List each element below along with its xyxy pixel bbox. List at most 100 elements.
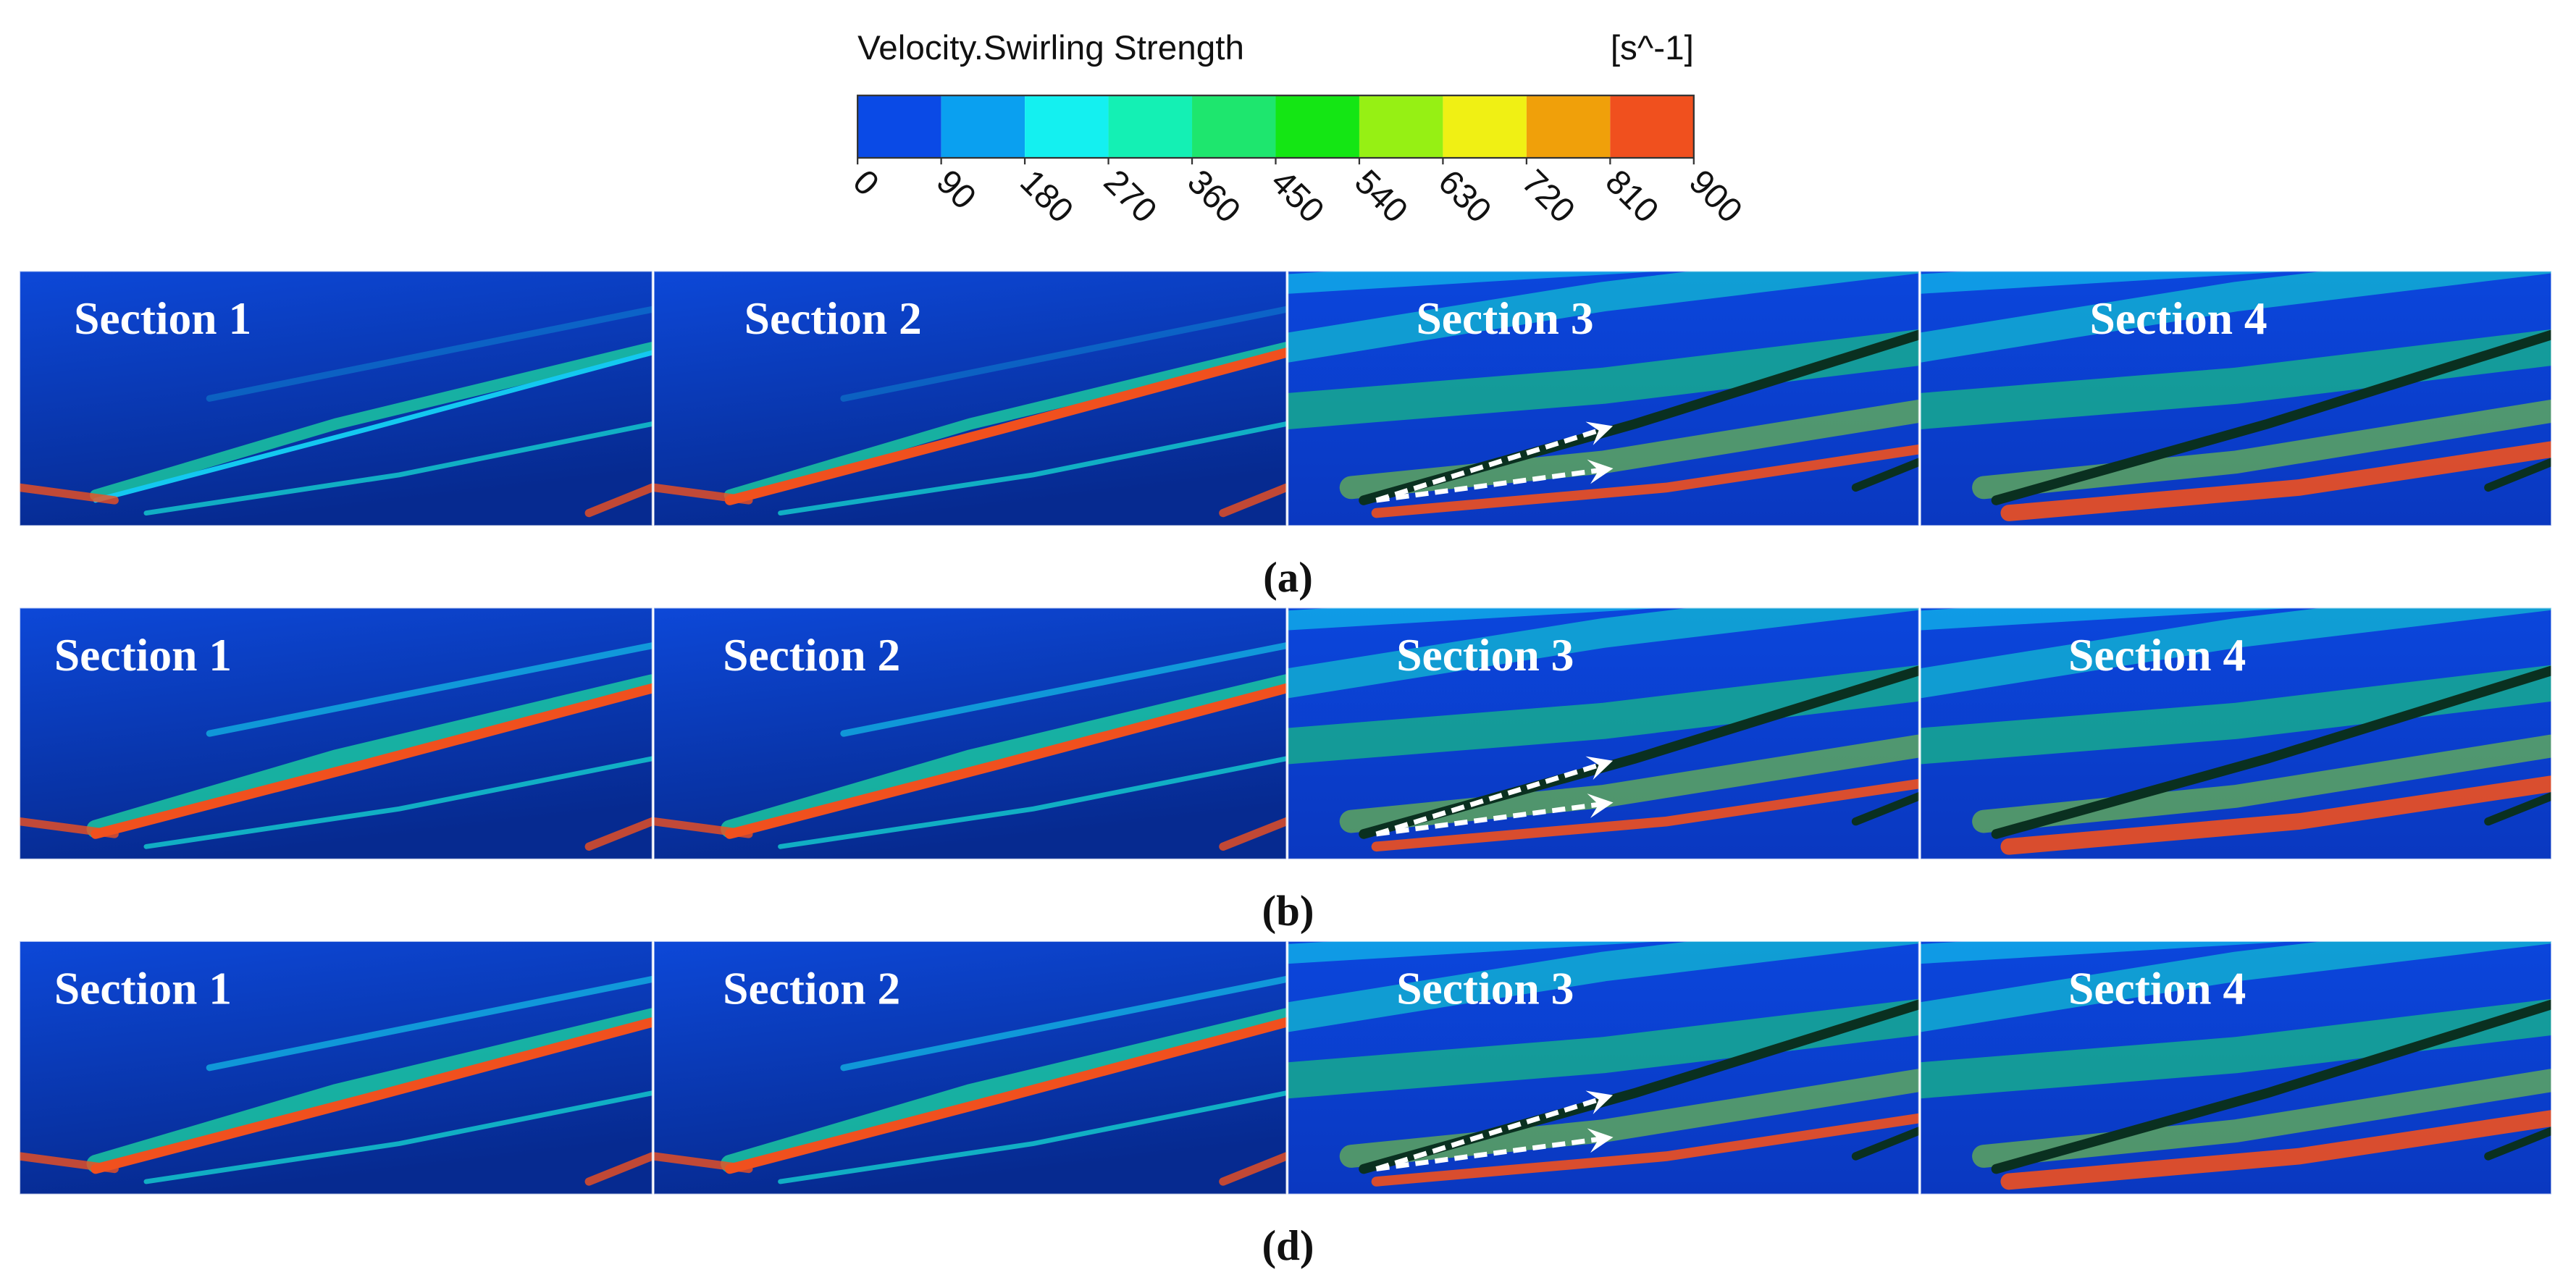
section-label: Section 1 [74, 292, 251, 344]
swirl-streak [723, 342, 1287, 501]
section-label: Section 1 [54, 962, 232, 1014]
contour-panel [1288, 941, 1919, 1195]
colorbar-tick-label: 90 [929, 163, 983, 217]
swirl-streak [584, 1152, 653, 1186]
contour-panel [1920, 271, 2551, 526]
swirl-streak [721, 1008, 1287, 1174]
colorbar-segment [1192, 95, 1276, 159]
swirl-streak [20, 1152, 119, 1174]
swirl-streak [2484, 458, 2551, 492]
colorbar-segment [1025, 95, 1109, 159]
colorbar-tick-label: 900 [1682, 163, 1750, 231]
swirl-streak [1371, 444, 1919, 518]
colorbar-segment [1610, 95, 1694, 159]
contour-panel [653, 271, 1287, 526]
swirl-streak [724, 683, 1287, 839]
swirl-streak [840, 642, 1287, 737]
swirl-streak [143, 421, 653, 515]
swirl-streak [1288, 665, 1919, 765]
swirl-streak [1219, 1152, 1287, 1186]
contour-panel [20, 607, 653, 859]
swirl-streak [1920, 665, 2551, 765]
dashed-arrow [1375, 756, 1614, 837]
colorbar-tick-label: 180 [1012, 163, 1081, 231]
contour-panel [653, 941, 1287, 1195]
swirl-streak [778, 421, 1287, 515]
section-label: Section 4 [2068, 962, 2246, 1014]
swirl-streak [1219, 483, 1287, 518]
swirl-streak [1288, 607, 1664, 631]
swirl-streak [721, 674, 1287, 838]
swirl-streak [20, 483, 119, 505]
swirl-streak [2484, 792, 2551, 826]
colorbar-segment [1275, 95, 1359, 159]
colorbar-tick-label: 450 [1264, 163, 1332, 231]
swirl-streak [1991, 999, 2551, 1174]
colorbar-tick-label: 270 [1096, 163, 1165, 231]
section-label: Section 2 [723, 962, 900, 1014]
swirl-streak [2000, 441, 2551, 521]
swirl-streak [2000, 775, 2551, 855]
section-label: Section 2 [744, 292, 922, 344]
panels: Section 1 Section 2 Section 3 Section 4 (a) S… [20, 271, 2551, 1269]
swirl-streak [1851, 458, 1919, 492]
swirl-streak [206, 975, 653, 1072]
section-label: Section 4 [2090, 292, 2267, 344]
section-label: Section 3 [1396, 962, 1574, 1014]
swirl-streak [1920, 941, 2551, 1032]
colorbar-tick-label: 630 [1431, 163, 1499, 231]
swirl-streak [1851, 1127, 1919, 1161]
colorbar-tick-label: 720 [1514, 163, 1582, 231]
swirl-streak [90, 342, 653, 501]
swirl-streak [1288, 271, 1662, 294]
colorbar-tick-label: 540 [1347, 163, 1415, 231]
colorbar-segment [1108, 95, 1193, 159]
colorbar: 0 90 180 270 360 450 540 630 720 810 900 [845, 94, 1750, 231]
swirl-streak [86, 1008, 653, 1174]
swirl-streak [778, 756, 1287, 849]
swirl-streak [91, 1017, 653, 1174]
swirl-streak [653, 1152, 753, 1174]
row-label: (d) [1262, 1221, 1314, 1269]
section-label: Section 3 [1396, 629, 1574, 681]
swirl-streak [1288, 941, 1919, 1032]
swirl-streak [653, 483, 753, 505]
swirl-streak [206, 642, 653, 737]
swirl-streak [20, 817, 119, 838]
swirl-streak [2484, 1127, 2551, 1161]
swirl-streak [1991, 329, 2551, 505]
dashed-arrow [1375, 421, 1614, 503]
swirl-streak [1920, 941, 2295, 964]
contour-panel [20, 271, 653, 526]
section-label: Section 2 [723, 629, 900, 681]
swirl-streak [1288, 998, 1919, 1099]
swirl-streak [840, 975, 1287, 1072]
colorbar-tick-label: 360 [1180, 163, 1248, 231]
colorbar-tick-label: 0 [845, 163, 886, 203]
colorbar-segment [1443, 95, 1527, 159]
colorbar-segment [941, 95, 1025, 159]
swirl-streak [206, 306, 653, 402]
swirl-streak [143, 1090, 653, 1184]
swirl-streak [93, 350, 653, 503]
contour-panel [1288, 271, 1919, 526]
section-label: Section 3 [1416, 292, 1593, 344]
swirl-streak [86, 674, 653, 838]
swirl-streak [1288, 271, 1919, 363]
section-label: Section 1 [54, 629, 232, 681]
swirl-streak [91, 683, 653, 839]
swirl-streak [1851, 792, 1919, 826]
contour-panel [1920, 607, 2551, 859]
swirl-streak [724, 348, 1287, 505]
dashed-arrow [1375, 1090, 1614, 1171]
swirl-streak [584, 817, 653, 851]
swirl-streak [778, 1090, 1287, 1184]
section-label: Section 4 [2068, 629, 2246, 681]
contour-panel [653, 607, 1287, 859]
swirl-streak [1920, 607, 2551, 699]
colorbar-title: Velocity.Swirling Strength [857, 29, 1244, 67]
swirl-streak [1991, 665, 2551, 839]
row-label: (a) [1263, 553, 1313, 601]
colorbar-unit: [s^-1] [1611, 29, 1694, 67]
colorbar-tick-label: 810 [1598, 163, 1666, 231]
